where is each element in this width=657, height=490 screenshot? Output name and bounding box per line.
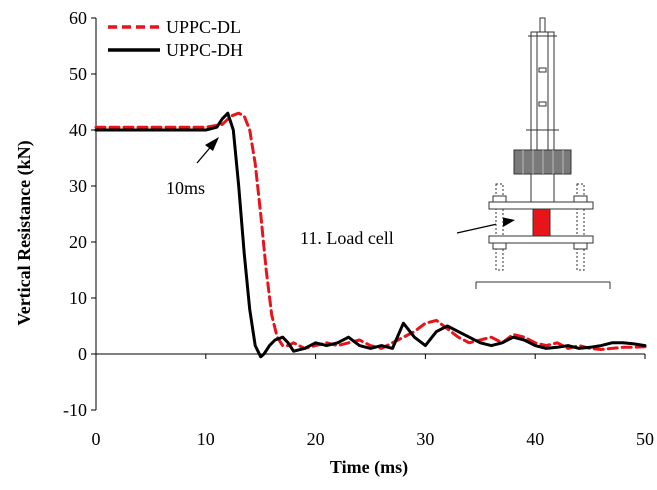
x-tick-label: 30 — [416, 429, 434, 449]
y-tick-label: 50 — [69, 64, 87, 84]
annotation-10ms: 10ms — [166, 137, 219, 198]
x-tick-label: 40 — [526, 429, 544, 449]
y-axis-title: Vertical Resistance (kN) — [14, 140, 35, 325]
legend-label-uppc-dl: UPPC-DL — [166, 17, 241, 37]
x-tick-label: 20 — [307, 429, 325, 449]
annotation-load-cell-arrowhead — [501, 217, 515, 227]
x-axis-title: Time (ms) — [330, 457, 408, 478]
series-line-uppc-dh — [94, 111, 647, 359]
annotation-load-cell-label: 11. Load cell — [300, 228, 394, 248]
y-tick-label: 30 — [69, 176, 87, 196]
annotation-10ms-label: 10ms — [166, 178, 205, 198]
annotation-10ms-arrowhead — [205, 137, 219, 151]
legend: UPPC-DL UPPC-DH — [108, 17, 243, 60]
x-tick-label: 10 — [197, 429, 215, 449]
y-tick-label: 20 — [69, 232, 87, 252]
annotation-load-cell: 11. Load cell — [300, 217, 515, 248]
x-tick-label: 0 — [92, 429, 101, 449]
test-rig-schematic — [475, 17, 611, 289]
y-tick-label: 10 — [69, 288, 87, 308]
y-tick-label: -10 — [63, 400, 87, 420]
y-tick-label: 0 — [78, 344, 87, 364]
y-tick-label: 60 — [69, 8, 87, 28]
legend-label-uppc-dh: UPPC-DH — [166, 40, 243, 60]
x-tick-label: 50 — [636, 429, 654, 449]
y-tick-label: 40 — [69, 120, 87, 140]
